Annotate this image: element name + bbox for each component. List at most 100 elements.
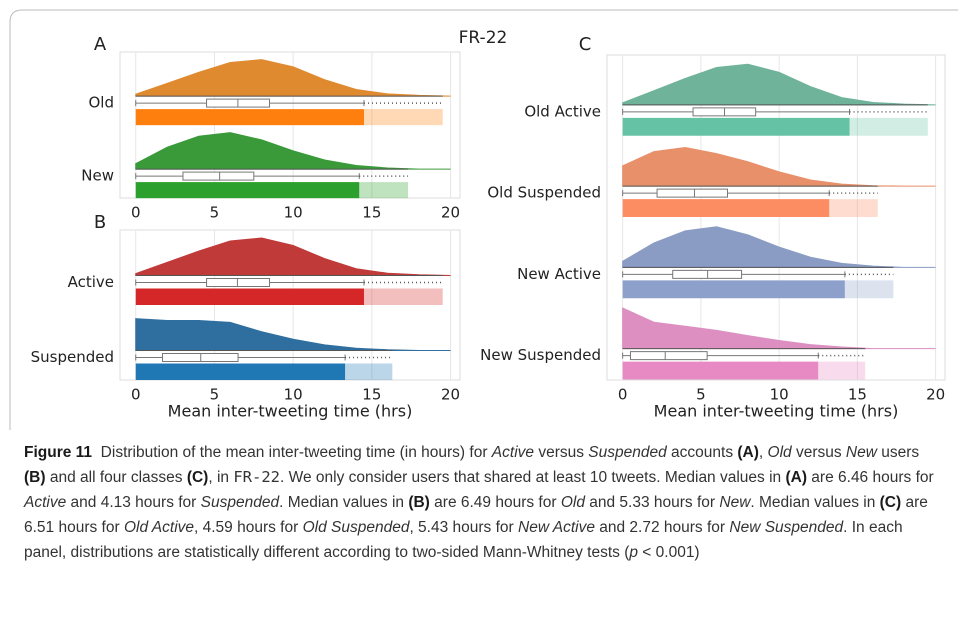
point-strip-tail — [363, 288, 443, 305]
point-strip — [135, 363, 346, 380]
point-strip — [135, 182, 360, 199]
category-label: Active — [68, 273, 114, 291]
point-strip — [135, 288, 364, 305]
caption-text: are 6.51 hours for — [24, 494, 933, 536]
point-strip — [622, 199, 830, 217]
caption-text: < 0.001) — [637, 544, 700, 561]
caption-text: Old Active — [123, 519, 195, 536]
panel-label: C — [579, 34, 592, 55]
point-strip — [622, 361, 819, 380]
x-tick-label: 15 — [362, 386, 381, 404]
caption-text: p — [629, 544, 638, 561]
caption-text: . In each panel, distributions are stati… — [24, 519, 907, 561]
caption-text: are 6.49 hours for — [429, 494, 561, 511]
caption-text: Distribution of the mean inter-tweeting … — [92, 444, 492, 461]
x-tick-label: 10 — [770, 386, 789, 404]
point-strip-tail — [363, 109, 443, 126]
caption-text: Old — [560, 494, 585, 511]
category-label: New — [81, 167, 114, 185]
plot-area — [606, 54, 946, 381]
x-tick-label: 5 — [210, 386, 220, 404]
point-strip-tail — [844, 280, 894, 299]
caption-text: and 5.33 hours for — [584, 494, 720, 511]
caption-text: and 2.72 hours for — [594, 519, 730, 536]
point-strip-tail — [829, 199, 878, 217]
figure-title: FR-22 — [459, 28, 508, 48]
x-tick-label: 10 — [284, 386, 303, 404]
caption-text: , in — [208, 469, 234, 486]
x-tick-label: 0 — [131, 386, 141, 404]
density — [135, 237, 451, 276]
x-tick-label: 20 — [441, 386, 460, 404]
caption-text: New — [845, 444, 877, 461]
caption-text: . Median values in — [279, 494, 409, 511]
density — [135, 318, 451, 351]
category-label: Suspended — [31, 348, 114, 366]
caption: Figure 11 Distribution of the mean inter… — [24, 440, 944, 565]
box — [629, 351, 708, 361]
point-strip — [622, 280, 845, 299]
x-tick-label: 5 — [210, 204, 220, 222]
caption-text: New — [719, 494, 751, 511]
category-label: New Suspended — [480, 346, 601, 364]
x-tick-label: 5 — [696, 386, 706, 404]
caption-text: and all four classes — [45, 469, 187, 486]
x-tick-label: 0 — [131, 204, 141, 222]
caption-text: FR-22 — [233, 468, 281, 486]
caption-text: Active — [491, 444, 535, 461]
point-strip-tail — [849, 117, 928, 136]
x-tick-label: 15 — [362, 204, 381, 222]
category-label: Old Active — [524, 102, 601, 120]
box — [182, 171, 255, 181]
caption-text: (B) — [24, 469, 46, 486]
density — [135, 59, 451, 97]
caption-text: versus — [534, 444, 589, 461]
x-tick-label: 20 — [926, 386, 945, 404]
point-strip-tail — [818, 361, 866, 380]
caption-text: (C) — [879, 494, 902, 511]
density — [622, 226, 936, 268]
figure: FR-22 A 0 5 10 15 20 Old New B 0 5 10 15 20 Mean inter… — [9, 9, 958, 430]
caption-text: Active — [24, 494, 67, 511]
figure-frame — [9, 9, 958, 430]
panel-label: A — [94, 34, 107, 55]
caption-text: (A) — [785, 469, 807, 486]
caption-text: Suspended — [200, 494, 280, 511]
box — [206, 278, 271, 287]
caption-text: , 5.43 hours for — [409, 519, 518, 536]
density — [622, 63, 936, 106]
panel-label: B — [94, 212, 106, 233]
x-axis-label: Mean inter-tweeting time (hrs) — [168, 402, 413, 421]
caption-text: Suspended — [588, 444, 667, 461]
point-strip-tail — [345, 363, 393, 380]
caption-text: . Median values in — [750, 494, 880, 511]
caption-text: New Suspended — [729, 519, 844, 536]
point-strip — [135, 109, 364, 126]
x-axis-label: Mean inter-tweeting time (hrs) — [654, 402, 899, 421]
caption-text: are 6.46 hours for — [807, 469, 938, 486]
x-tick-label: 0 — [618, 386, 628, 404]
caption-text: (C) — [186, 469, 209, 486]
x-tick-label: 15 — [848, 386, 867, 404]
point-strip-tail — [359, 182, 409, 199]
caption-text: (A) — [737, 444, 759, 461]
caption-text: Old — [767, 444, 792, 461]
caption-text: , 4.59 hours for — [194, 519, 303, 536]
caption-text: and 4.13 hours for — [66, 494, 201, 511]
x-tick-label: 20 — [441, 204, 460, 222]
box — [656, 188, 728, 198]
caption-text: Figure 11 — [24, 444, 93, 461]
caption-text: (B) — [408, 494, 430, 511]
density — [622, 147, 936, 187]
caption-text: Old Suspended — [302, 519, 410, 536]
point-strip — [622, 117, 850, 136]
density — [622, 307, 936, 350]
caption-text: , — [758, 444, 768, 461]
category-label: Old — [89, 94, 115, 112]
caption-text: accounts — [666, 444, 738, 461]
caption-text: New Active — [518, 519, 595, 536]
caption-text: . We only consider users that shared at … — [280, 469, 786, 486]
x-tick-label: 10 — [284, 204, 303, 222]
category-label: Old Suspended — [487, 184, 601, 202]
